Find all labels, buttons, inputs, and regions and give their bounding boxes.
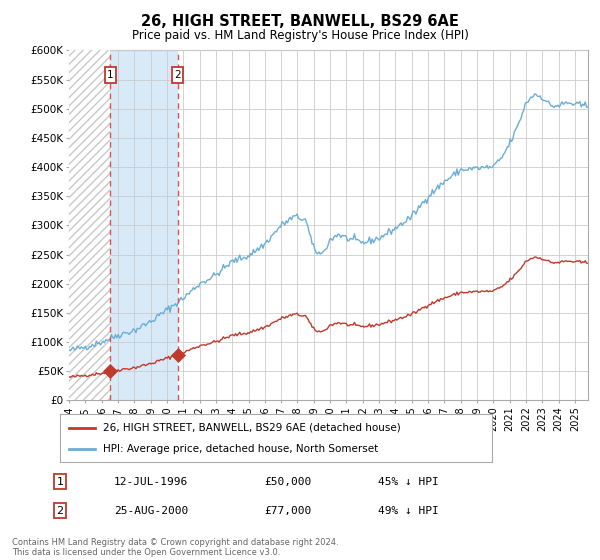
- Text: Price paid vs. HM Land Registry's House Price Index (HPI): Price paid vs. HM Land Registry's House …: [131, 29, 469, 42]
- Text: 49% ↓ HPI: 49% ↓ HPI: [378, 506, 439, 516]
- Bar: [110, 50, 178, 400]
- Text: HPI: Average price, detached house, North Somerset: HPI: Average price, detached house, Nort…: [103, 444, 379, 454]
- Text: £77,000: £77,000: [264, 506, 311, 516]
- Text: 1: 1: [107, 70, 114, 80]
- Bar: [69, 50, 110, 400]
- Text: 26, HIGH STREET, BANWELL, BS29 6AE: 26, HIGH STREET, BANWELL, BS29 6AE: [141, 14, 459, 29]
- Text: 45% ↓ HPI: 45% ↓ HPI: [378, 477, 439, 487]
- Text: 2: 2: [174, 70, 181, 80]
- Text: 1: 1: [56, 477, 64, 487]
- Text: 12-JUL-1996: 12-JUL-1996: [114, 477, 188, 487]
- Text: £50,000: £50,000: [264, 477, 311, 487]
- Text: 26, HIGH STREET, BANWELL, BS29 6AE (detached house): 26, HIGH STREET, BANWELL, BS29 6AE (deta…: [103, 423, 401, 433]
- Text: 25-AUG-2000: 25-AUG-2000: [114, 506, 188, 516]
- Text: Contains HM Land Registry data © Crown copyright and database right 2024.
This d: Contains HM Land Registry data © Crown c…: [12, 538, 338, 557]
- Text: 2: 2: [56, 506, 64, 516]
